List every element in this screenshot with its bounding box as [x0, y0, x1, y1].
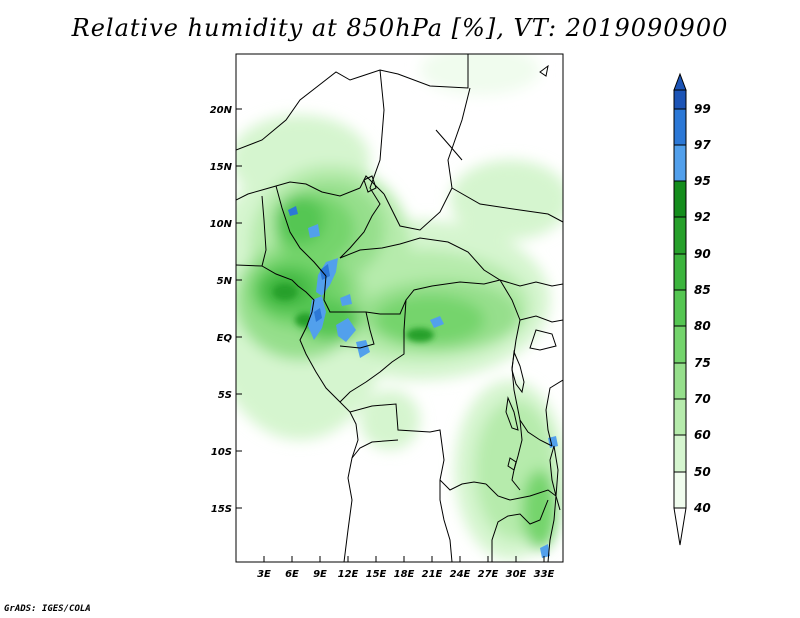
- longitude-axis: 3E 6E 9E 12E 15E 18E 21E 24E 27E 30E 33E: [257, 556, 555, 580]
- lon-label: 15E: [366, 569, 387, 580]
- lon-label: 18E: [394, 569, 415, 580]
- map-frame: [235, 53, 564, 563]
- colorbar-label: 70: [694, 392, 711, 406]
- lon-label: 3E: [257, 569, 271, 580]
- colorbar-label: 40: [693, 501, 711, 515]
- lat-label: 15N: [210, 162, 233, 173]
- colorbar-label: 99: [694, 102, 711, 116]
- colorbar-label: 90: [694, 247, 711, 261]
- lat-label: 5N: [217, 276, 233, 287]
- lat-label: EQ: [217, 333, 233, 344]
- lat-label: 20N: [210, 105, 233, 116]
- colorbar-label: 75: [694, 356, 711, 370]
- country-borders: [236, 54, 563, 562]
- lon-label: 24E: [450, 569, 471, 580]
- lon-label: 6E: [285, 569, 299, 580]
- colorbar-label: 50: [694, 465, 711, 479]
- colorbar-label: 97: [694, 138, 711, 152]
- colorbar: 99 97 95 92 90 85 80 75 70 60 50 40: [673, 72, 711, 546]
- lakes: [363, 64, 559, 497]
- lon-label: 21E: [422, 569, 443, 580]
- colorbar-label: 80: [694, 319, 711, 333]
- lat-label: 10N: [210, 219, 233, 230]
- lat-label: 5S: [218, 390, 232, 401]
- colorbar-label: 95: [694, 174, 711, 188]
- grads-credit: GrADS: IGES/COLA: [4, 604, 91, 614]
- colorbar-label: 92: [694, 210, 711, 224]
- map-title: Relative humidity at 850hPa [%], VT: 201…: [71, 14, 729, 42]
- colorbar-label: 60: [694, 428, 711, 442]
- latitude-axis: 20N 15N 10N 5N EQ 5S 10S 15S: [210, 105, 242, 515]
- lon-label: 9E: [313, 569, 327, 580]
- lon-label: 12E: [338, 569, 359, 580]
- colorbar-bottom-arrow: [673, 507, 687, 546]
- lat-label: 15S: [211, 504, 232, 515]
- colorbar-top-arrow: [673, 72, 687, 91]
- humidity-field: [236, 54, 563, 562]
- lon-label: 27E: [478, 569, 499, 580]
- colorbar-label: 85: [694, 283, 711, 297]
- lon-label: 30E: [506, 569, 527, 580]
- lat-label: 10S: [211, 447, 232, 458]
- lon-label: 33E: [534, 569, 555, 580]
